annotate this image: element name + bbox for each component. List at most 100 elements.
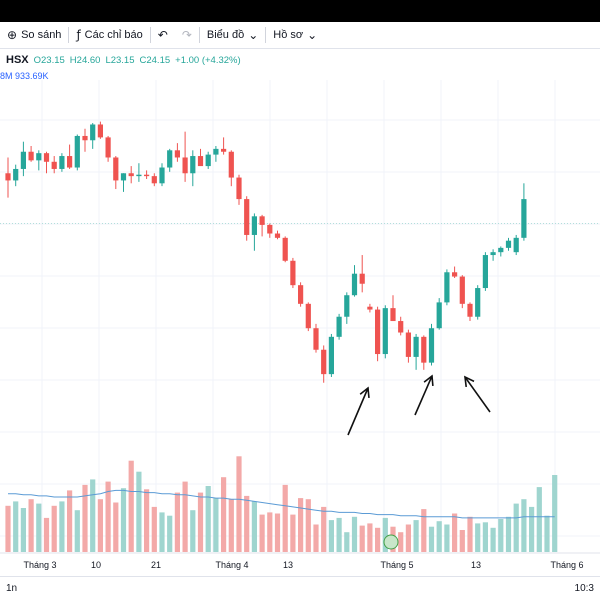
candle-body [205,154,211,167]
chart-type-button[interactable]: Biểu đồ ⌄ [200,22,265,48]
candle-body [305,303,311,329]
volume-bar [221,477,227,552]
candle-body [390,308,396,322]
volume-bar [136,471,142,552]
candle-body [259,216,265,225]
x-tick-label: 10 [91,560,101,570]
volume-bar [105,481,111,552]
volume-bar [336,517,342,552]
indicators-button[interactable]: ƒ Các chỉ báo [69,22,149,48]
toolbar-divider [149,27,151,43]
candle-body [28,151,34,161]
indicators-icon: ƒ [76,28,81,42]
redo-button[interactable]: ↷ [175,22,199,48]
volume-bar [28,499,34,552]
candle-body [436,302,442,329]
volume-bar [490,527,496,552]
volume-bar [282,484,288,552]
open-value: O23.15 [33,54,65,66]
volume-bar [313,524,319,552]
volume-bar [205,486,211,552]
change-value: +1.00 (+4.32%) [175,54,241,66]
candle-body [190,156,196,174]
volume-legend: 8M 933.69K [0,71,49,81]
annotation-arrowhead [423,374,434,387]
volume-bar [159,512,165,552]
candle-body [5,173,11,181]
candle-body [282,237,288,261]
candle-body [367,306,373,310]
candle-body [174,150,180,158]
candle-body [13,168,19,181]
candle-body [144,174,150,177]
volume-bar [536,487,542,552]
candle-body [375,309,381,355]
volume-bar [498,519,504,552]
candle-body [113,157,119,181]
candle-body [82,135,88,141]
chevron-down-icon: ⌄ [248,28,259,42]
compare-button[interactable]: ⊕ So sánh [0,22,68,48]
candle-body [428,328,435,363]
interval-button[interactable]: 1n [6,583,18,594]
volume-bar [513,503,519,552]
volume-bar [97,499,103,552]
volume-bar [475,523,481,552]
bottom-bar: 1n 10:3 [0,576,600,600]
candle-body [459,276,465,304]
x-tick-label: Tháng 4 [215,560,248,570]
volume-bar [36,503,42,552]
volume-bar [375,527,381,552]
toolbar-divider [198,27,200,43]
undo-icon: ↶ [157,28,168,42]
candle-body [244,199,250,235]
candle-body [498,247,504,253]
candle-body [74,135,80,168]
volume-bar [505,516,512,552]
candle-body [267,224,273,234]
volume-bar [467,516,473,552]
volume-bar [482,522,488,552]
candle-body [475,288,481,317]
volume-bar [5,505,11,552]
candle-body [359,273,365,284]
candle-body [344,295,350,317]
candle-body [151,176,157,184]
candle-body [382,308,388,355]
volume-bar [398,532,404,552]
annotation-arrow [464,376,491,413]
candle-body [213,148,219,155]
candle-body [105,137,111,158]
clock-label: 10:3 [574,583,594,594]
chevron-down-icon: ⌄ [307,28,318,42]
undo-button[interactable]: ↶ [151,22,175,48]
candle-body [167,150,173,168]
volume-bar [43,517,50,552]
close-value: C24.15 [139,54,171,66]
volume-bar [59,501,65,552]
volume-bar [13,501,19,552]
candle-body [290,260,296,286]
x-tick-label: Tháng 3 [23,560,56,570]
volume-bar [144,489,150,552]
volume-ma-line [8,489,555,519]
volume-bar [321,506,327,552]
annotation-arrow [347,387,369,436]
exchange-label: HSX [6,54,29,66]
candle-body [467,303,473,317]
candle-body [521,199,527,238]
volume-bar [328,520,334,552]
candle-body [452,272,458,277]
candle-body [482,255,488,289]
candle-body [321,349,327,375]
volume-bar [274,513,281,552]
volume-bar [421,509,427,552]
price-chart[interactable]: Tháng 3 10 21 Tháng 4 13 Tháng 5 13 Tháng 6 [0,80,600,576]
volume-bar [529,506,535,552]
candle-body [351,273,358,296]
profile-button[interactable]: Hồ sơ ⌄ [266,22,324,48]
volume-bar [190,510,196,552]
candle-body [90,124,96,141]
candle-body [298,285,304,304]
candle-body [51,161,57,169]
